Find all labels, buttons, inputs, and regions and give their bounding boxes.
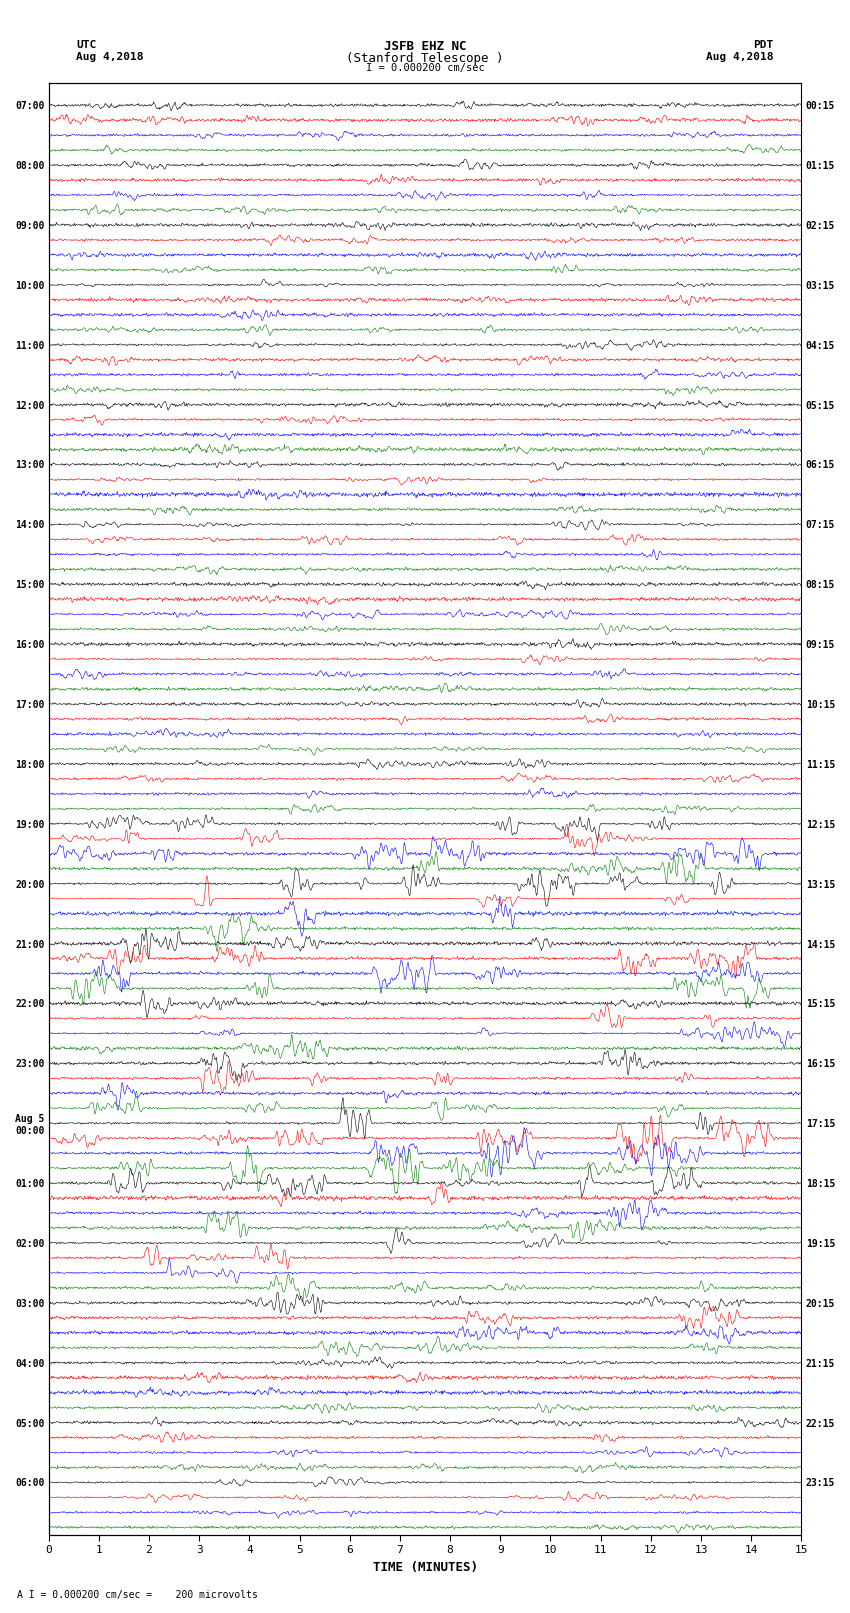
- Text: Aug 4,2018: Aug 4,2018: [76, 52, 144, 61]
- X-axis label: TIME (MINUTES): TIME (MINUTES): [372, 1561, 478, 1574]
- Text: Aug 4,2018: Aug 4,2018: [706, 52, 774, 61]
- Text: I = 0.000200 cm/sec: I = 0.000200 cm/sec: [366, 63, 484, 73]
- Text: JSFB EHZ NC: JSFB EHZ NC: [383, 40, 467, 53]
- Text: UTC: UTC: [76, 40, 97, 50]
- Text: PDT: PDT: [753, 40, 774, 50]
- Text: A I = 0.000200 cm/sec =    200 microvolts: A I = 0.000200 cm/sec = 200 microvolts: [17, 1590, 258, 1600]
- Text: (Stanford Telescope ): (Stanford Telescope ): [346, 52, 504, 65]
